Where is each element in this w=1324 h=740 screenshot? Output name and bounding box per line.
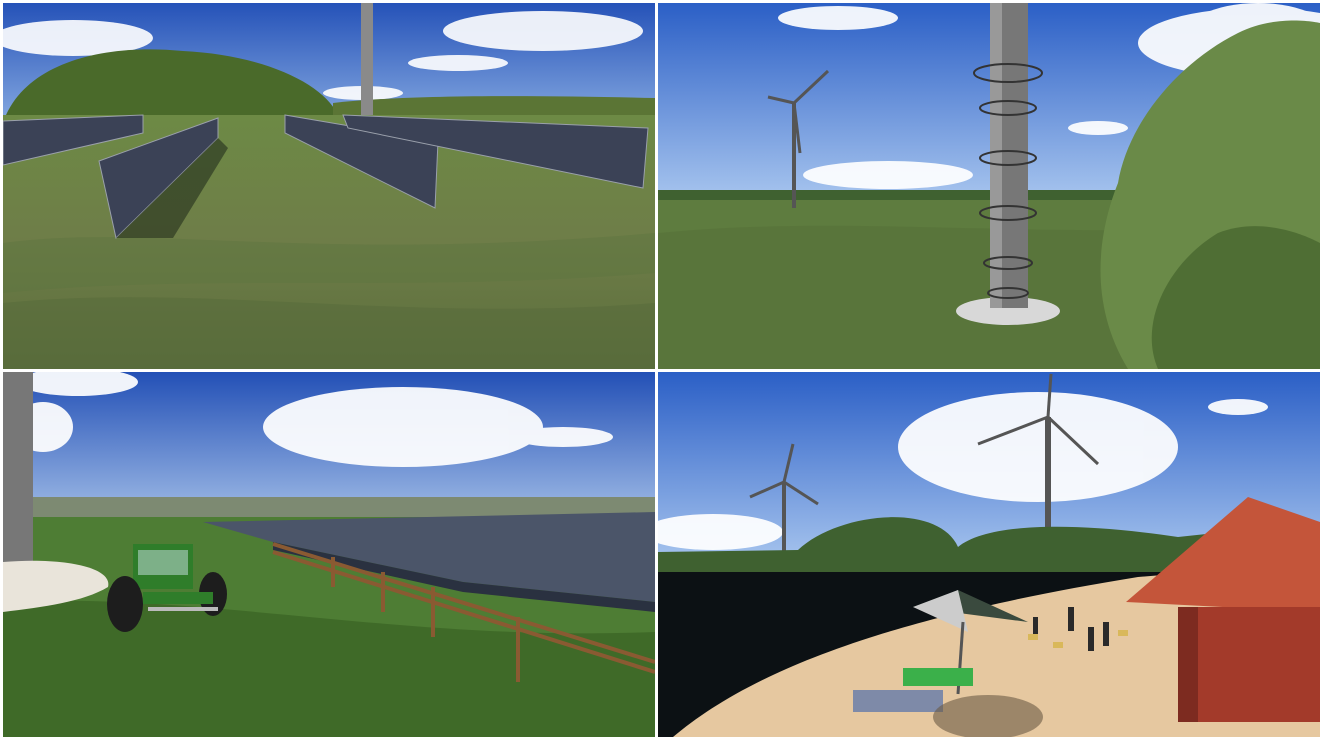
striped-towel xyxy=(853,690,943,712)
wind-turbine-left xyxy=(749,443,819,557)
distant-hills xyxy=(23,497,655,517)
tower-pole xyxy=(361,3,373,115)
tractor-panel xyxy=(3,372,655,737)
wind-turbine xyxy=(767,69,830,208)
clouds xyxy=(13,372,613,467)
tower-panel xyxy=(658,3,1320,369)
solar-array-canopy xyxy=(203,512,655,612)
gravel-area xyxy=(3,560,109,612)
panel-shadow xyxy=(116,138,228,238)
wind-turbine-right xyxy=(977,373,1100,537)
tractor xyxy=(107,544,227,632)
green-towel xyxy=(903,668,973,686)
building xyxy=(1126,497,1320,722)
solar-rows xyxy=(3,114,649,239)
solar-field-panel xyxy=(3,3,655,369)
sand-beach xyxy=(673,562,1320,737)
beach-panel xyxy=(658,372,1320,737)
clouds xyxy=(3,11,643,100)
chairs xyxy=(1028,630,1128,648)
people xyxy=(1033,607,1109,651)
clouds xyxy=(658,392,1268,550)
tree-line xyxy=(3,49,338,128)
fence xyxy=(272,542,655,682)
tree-line xyxy=(658,517,1320,572)
observation-tower xyxy=(956,3,1060,325)
tower-base xyxy=(3,372,33,564)
umbrella-shadow xyxy=(933,695,1043,737)
